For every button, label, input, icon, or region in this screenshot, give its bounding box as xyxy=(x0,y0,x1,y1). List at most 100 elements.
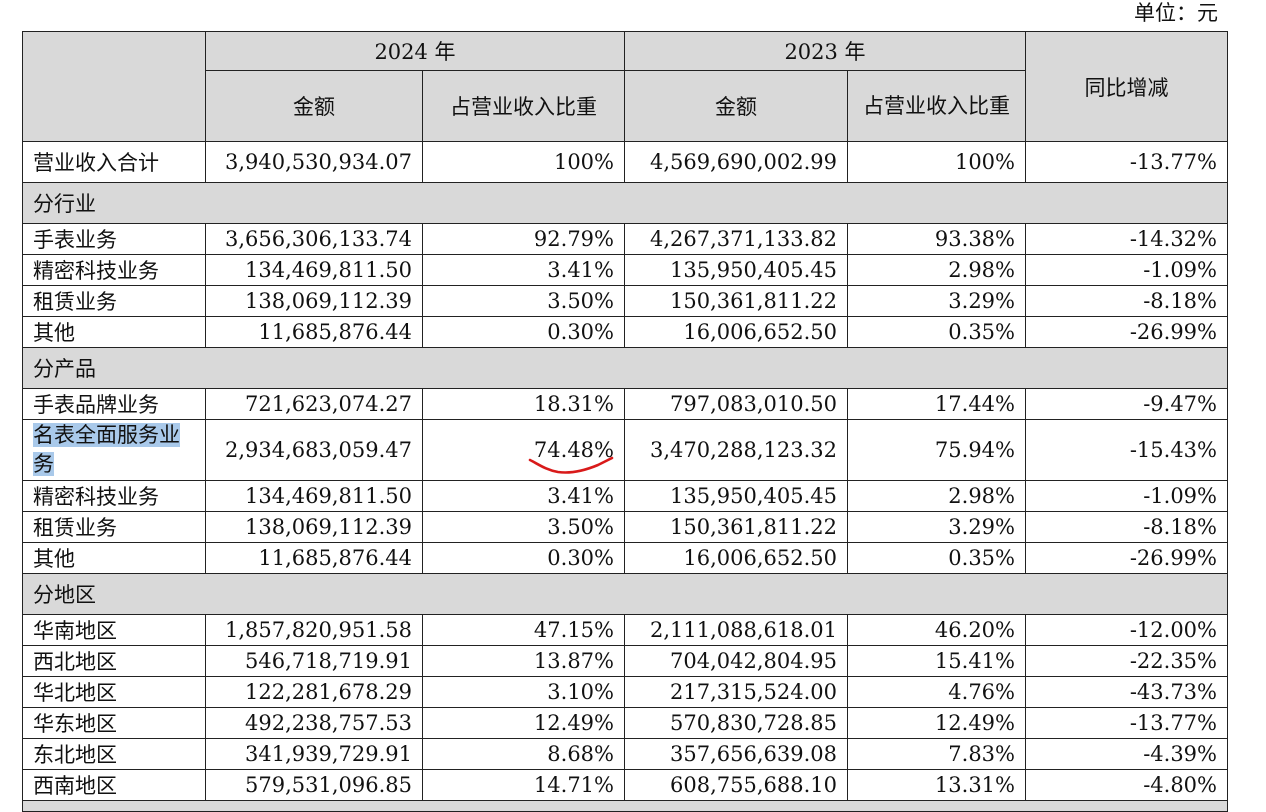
section-row: 分行业 xyxy=(22,182,1228,224)
table-row: 华东地区 492,238,757.53 12.49% 570,830,728.85 12… xyxy=(22,707,1228,739)
cell-ratio-2024: 3.50% xyxy=(422,511,625,543)
table-row: 手表业务 3,656,306,133.74 92.79% 4,267,371,133.… xyxy=(22,223,1228,255)
cell-ratio-2024: 8.68% xyxy=(422,738,625,770)
row-label: 租赁业务 xyxy=(22,511,206,543)
cell-amount-2024: 11,685,876.44 xyxy=(205,542,423,574)
cell-ratio-2023: 2.98% xyxy=(847,254,1026,286)
total-ratio-2023: 100% xyxy=(847,141,1026,183)
annotated-value: 74.48% xyxy=(528,438,614,474)
cell-ratio-2023: 3.29% xyxy=(847,511,1026,543)
cell-amount-2023: 608,755,688.10 xyxy=(624,769,848,801)
table-row: 其他 11,685,876.44 0.30% 16,006,652.50 0.35% -2… xyxy=(22,316,1228,348)
cell-ratio-2023: 3.29% xyxy=(847,285,1026,317)
cell-amount-2024: 579,531,096.85 xyxy=(205,769,423,801)
header-ratio-2024: 占营业收入比重 xyxy=(422,70,625,142)
row-label: 西北地区 xyxy=(22,645,206,677)
cell-ratio-2023: 0.35% xyxy=(847,316,1026,348)
cell-amount-2024: 1,857,820,951.58 xyxy=(205,614,423,646)
header-amount-2023: 金额 xyxy=(624,70,848,142)
cell-ratio-2024: 74.48% xyxy=(422,419,625,481)
cell-yoy: -26.99% xyxy=(1025,316,1228,348)
row-label: 东北地区 xyxy=(22,738,206,770)
table-row: 租赁业务 138,069,112.39 3.50% 150,361,811.22 3.2… xyxy=(22,285,1228,317)
cell-amount-2023: 16,006,652.50 xyxy=(624,316,848,348)
total-ratio-2024: 100% xyxy=(422,141,625,183)
table-row: 精密科技业务 134,469,811.50 3.41% 135,950,405.45 2… xyxy=(22,480,1228,512)
row-label: 华东地区 xyxy=(22,707,206,739)
cell-yoy: -13.77% xyxy=(1025,707,1228,739)
row-label: 租赁业务 xyxy=(22,285,206,317)
section-title: 分行业 xyxy=(22,182,1228,224)
table-row: 西南地区 579,531,096.85 14.71% 608,755,688.10 13… xyxy=(22,769,1228,801)
table-row: 华北地区 122,281,678.29 3.10% 217,315,524.00 4.7… xyxy=(22,676,1228,708)
cell-yoy: -8.18% xyxy=(1025,511,1228,543)
total-yoy: -13.77% xyxy=(1025,141,1228,183)
cell-ratio-2023: 13.31% xyxy=(847,769,1026,801)
cell-amount-2024: 2,934,683,059.47 xyxy=(205,419,423,481)
cell-ratio-2023: 15.41% xyxy=(847,645,1026,677)
cell-yoy: -15.43% xyxy=(1025,419,1228,481)
cell-yoy: -4.80% xyxy=(1025,769,1228,801)
table-row: 其他 11,685,876.44 0.30% 16,006,652.50 0.35% -2… xyxy=(22,542,1228,574)
cell-yoy: -14.32% xyxy=(1025,223,1228,255)
section-title: 分产品 xyxy=(22,347,1228,389)
cell-amount-2023: 4,267,371,133.82 xyxy=(624,223,848,255)
cell-yoy: -22.35% xyxy=(1025,645,1228,677)
cell-amount-2023: 150,361,811.22 xyxy=(624,511,848,543)
cell-ratio-2024: 14.71% xyxy=(422,769,625,801)
cell-amount-2023: 797,083,010.50 xyxy=(624,388,848,420)
table-row: 西北地区 546,718,719.91 13.87% 704,042,804.95 15… xyxy=(22,645,1228,677)
cell-yoy: -9.47% xyxy=(1025,388,1228,420)
row-label: 其他 xyxy=(22,316,206,348)
cell-ratio-2023: 12.49% xyxy=(847,707,1026,739)
cell-amount-2024: 134,469,811.50 xyxy=(205,480,423,512)
cell-yoy: -12.00% xyxy=(1025,614,1228,646)
header-row-years: 2024 年 2023 年 同比增减 xyxy=(22,31,1228,142)
cell-ratio-2024: 3.10% xyxy=(422,676,625,708)
table-row: 精密科技业务 134,469,811.50 3.41% 135,950,405.45 2… xyxy=(22,254,1228,286)
section-row: 分产品 xyxy=(22,347,1228,389)
cell-amount-2024: 492,238,757.53 xyxy=(205,707,423,739)
highlighted-label-text: 名表全面服务业务 xyxy=(33,423,180,476)
cell-ratio-2024: 47.15% xyxy=(422,614,625,646)
cell-yoy: -26.99% xyxy=(1025,542,1228,574)
cell-ratio-2024: 12.49% xyxy=(422,707,625,739)
row-label: 手表业务 xyxy=(22,223,206,255)
annotated-value-text: 74.48% xyxy=(533,438,614,462)
row-label: 西南地区 xyxy=(22,769,206,801)
cell-ratio-2023: 7.83% xyxy=(847,738,1026,770)
total-label: 营业收入合计 xyxy=(22,141,206,183)
total-amount-2024: 3,940,530,934.07 xyxy=(205,141,423,183)
header-blank-cell xyxy=(22,31,206,142)
row-label: 手表品牌业务 xyxy=(22,388,206,420)
row-label: 精密科技业务 xyxy=(22,480,206,512)
trailing-section-row xyxy=(22,800,1228,812)
cell-yoy: -4.39% xyxy=(1025,738,1228,770)
cell-ratio-2024: 13.87% xyxy=(422,645,625,677)
cell-ratio-2023: 0.35% xyxy=(847,542,1026,574)
total-row: 营业收入合计 3,940,530,934.07 100% 4,569,690,0… xyxy=(22,141,1228,183)
cell-amount-2023: 570,830,728.85 xyxy=(624,707,848,739)
cell-amount-2024: 122,281,678.29 xyxy=(205,676,423,708)
cell-amount-2023: 135,950,405.45 xyxy=(624,480,848,512)
cell-amount-2023: 150,361,811.22 xyxy=(624,285,848,317)
cell-yoy: -1.09% xyxy=(1025,254,1228,286)
cell-ratio-2024: 18.31% xyxy=(422,388,625,420)
cell-yoy: -1.09% xyxy=(1025,480,1228,512)
cell-amount-2023: 704,042,804.95 xyxy=(624,645,848,677)
cell-ratio-2023: 17.44% xyxy=(847,388,1026,420)
table-row: 名表全面服务业务 2,934,683,059.47 74.48% 3,470,288,… xyxy=(22,419,1228,481)
cell-ratio-2024: 3.41% xyxy=(422,480,625,512)
cell-amount-2024: 546,718,719.91 xyxy=(205,645,423,677)
row-label: 其他 xyxy=(22,542,206,574)
table-row: 手表品牌业务 721,623,074.27 18.31% 797,083,010.50… xyxy=(22,388,1228,420)
row-label: 精密科技业务 xyxy=(22,254,206,286)
cell-amount-2023: 135,950,405.45 xyxy=(624,254,848,286)
cell-ratio-2023: 75.94% xyxy=(847,419,1026,481)
header-row-columns: 金额 占营业收入比重 金额 占营业收入比重 xyxy=(23,70,1228,142)
section-title: 分地区 xyxy=(22,573,1228,615)
header-year-2024: 2024 年 xyxy=(205,31,625,71)
revenue-table: 2024 年 2023 年 同比增减 金额 占营业收入比重 金额 占营业收入比重… xyxy=(22,31,1228,812)
cell-amount-2023: 217,315,524.00 xyxy=(624,676,848,708)
red-underline-scribble-icon xyxy=(528,456,614,474)
